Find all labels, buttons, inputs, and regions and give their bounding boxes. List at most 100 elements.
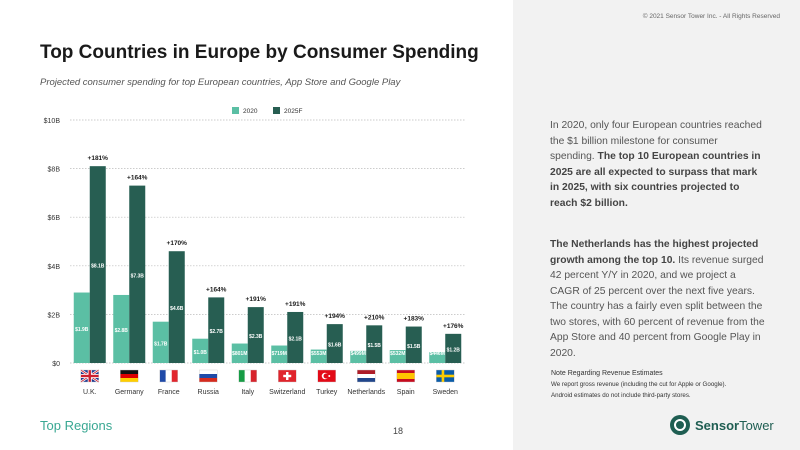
paragraph-1-bold: The top 10 European countries in 2025 ar… — [550, 151, 761, 209]
flag-fr-icon — [165, 370, 172, 382]
bar-chart: $0 $2B $4B $6B $8B $10B 2020 2025F $1.9B $8.1B +18… — [44, 107, 465, 396]
flag-ru-icon-border — [199, 369, 218, 383]
growth-label: +164% — [127, 175, 148, 182]
y-tick-label: $10B — [44, 118, 61, 125]
right-panel — [513, 0, 800, 450]
value-label-2020: $499M — [351, 351, 366, 357]
flag-ch-icon — [283, 374, 292, 378]
growth-label: +183% — [404, 316, 425, 323]
note-line-1: We report gross revenue (including the c… — [551, 381, 727, 388]
note-line-2: Android estimates do not include third-p… — [551, 392, 691, 399]
y-tick-label: $0 — [52, 361, 60, 368]
flag-fr-icon-border — [159, 369, 178, 383]
bar-2020 — [429, 352, 446, 363]
paragraph-2-bold: The Netherlands has the highest projecte… — [550, 239, 759, 266]
logo-text: SensorTower — [695, 417, 774, 433]
category-label: France — [158, 389, 180, 396]
value-label-2025f: $2.1B — [289, 336, 303, 342]
flag-fr-icon — [159, 370, 166, 382]
legend-swatch-2020 — [232, 107, 239, 114]
growth-label: +194% — [325, 313, 346, 320]
value-label-2020: $801M — [232, 351, 247, 357]
bar-2020 — [152, 321, 169, 363]
flag-uk-icon — [80, 374, 99, 378]
growth-label: +181% — [88, 155, 109, 162]
paragraph-1-plain: In 2020, only four European countries re… — [550, 120, 762, 162]
value-label-2020: $1.0B — [194, 350, 208, 356]
bar-2025f — [129, 185, 146, 363]
flag-ru-icon — [199, 374, 218, 378]
value-label-2020: $446M — [430, 351, 445, 357]
growth-label: +176% — [443, 323, 464, 330]
value-label-2025f: $2.3B — [249, 334, 263, 340]
category-label: Switzerland — [269, 389, 305, 396]
flag-nl-icon — [357, 370, 376, 374]
footer-section-link[interactable]: Top Regions — [40, 418, 113, 433]
flag-de-icon — [120, 370, 139, 374]
sensor-tower-logo: SensorTower — [670, 415, 774, 435]
y-tick-label: $2B — [48, 312, 61, 319]
flag-uk-icon-border — [80, 369, 99, 383]
flag-de-icon — [120, 374, 139, 378]
flag-it-icon — [244, 370, 251, 382]
flag-it-icon — [238, 370, 245, 382]
flag-ru-icon — [199, 370, 218, 374]
bar-2020 — [350, 350, 367, 363]
flag-nl-icon-border — [357, 369, 376, 383]
value-label-2025f: $1.6B — [328, 343, 342, 349]
legend-label-2025f: 2025F — [284, 108, 302, 115]
value-label-2025f: $4.6B — [170, 306, 184, 312]
bar-2025f — [287, 311, 304, 363]
flag-es-icon — [396, 373, 415, 379]
page-title: Top Countries in Europe by Consumer Spen… — [40, 42, 479, 63]
copyright: © 2021 Sensor Tower Inc. - All Rights Re… — [642, 13, 780, 20]
bar-2025f — [366, 325, 383, 363]
page-subtitle: Projected consumer spending for top Euro… — [40, 77, 401, 88]
y-tick-label: $4B — [48, 264, 61, 271]
flag-nl-icon — [357, 378, 376, 382]
flag-ru-icon — [199, 378, 218, 382]
y-tick-label: $6B — [48, 215, 61, 222]
flag-nl-icon — [357, 374, 376, 378]
logo-icon — [670, 415, 690, 435]
legend-swatch-2025f — [273, 107, 280, 114]
value-label-2025f: $1.5B — [407, 344, 421, 350]
value-label-2020: $1.9B — [75, 327, 89, 333]
category-label: Turkey — [316, 389, 338, 396]
value-label-2020: $2.8B — [115, 328, 129, 334]
value-label-2020: $1.7B — [154, 341, 168, 347]
flag-tr-icon-border — [317, 369, 336, 383]
flag-se-icon-border — [436, 369, 455, 383]
value-label-2025f: $1.5B — [368, 343, 382, 349]
value-label-2025f: $1.2B — [447, 347, 461, 353]
category-label: U.K. — [83, 389, 97, 396]
bar-2020 — [113, 294, 130, 363]
bar-2025f — [208, 297, 225, 363]
value-label-2025f: $2.7B — [210, 329, 224, 335]
paragraph-2-plain: Its revenue surged 42 percent Y/Y in 202… — [550, 254, 765, 359]
bar-2025f — [168, 251, 185, 363]
flag-ch-icon-border — [278, 369, 297, 383]
growth-label: +191% — [246, 296, 267, 303]
bar-2020 — [73, 292, 90, 363]
bar-2025f — [445, 333, 462, 363]
value-label-2025f: $8.1B — [91, 264, 105, 270]
page-number: 18 — [393, 426, 404, 436]
y-tick-label: $8B — [48, 167, 61, 174]
growth-label: +170% — [167, 240, 188, 247]
flag-fr-icon — [171, 370, 178, 382]
bar-2025f — [89, 166, 106, 363]
bar-2025f — [326, 324, 343, 363]
bar-2025f — [247, 307, 264, 363]
category-label: Netherlands — [347, 389, 385, 396]
category-label: Sweden — [433, 389, 458, 396]
flag-es-icon-border — [396, 369, 415, 383]
growth-label: +210% — [364, 314, 385, 321]
flag-it-icon-border — [238, 369, 257, 383]
bar-2020 — [271, 345, 288, 363]
value-label-2025f: $7.3B — [131, 273, 145, 279]
bar-2020 — [192, 338, 209, 363]
bar-2020 — [310, 349, 327, 363]
flag-de-icon — [120, 378, 139, 382]
